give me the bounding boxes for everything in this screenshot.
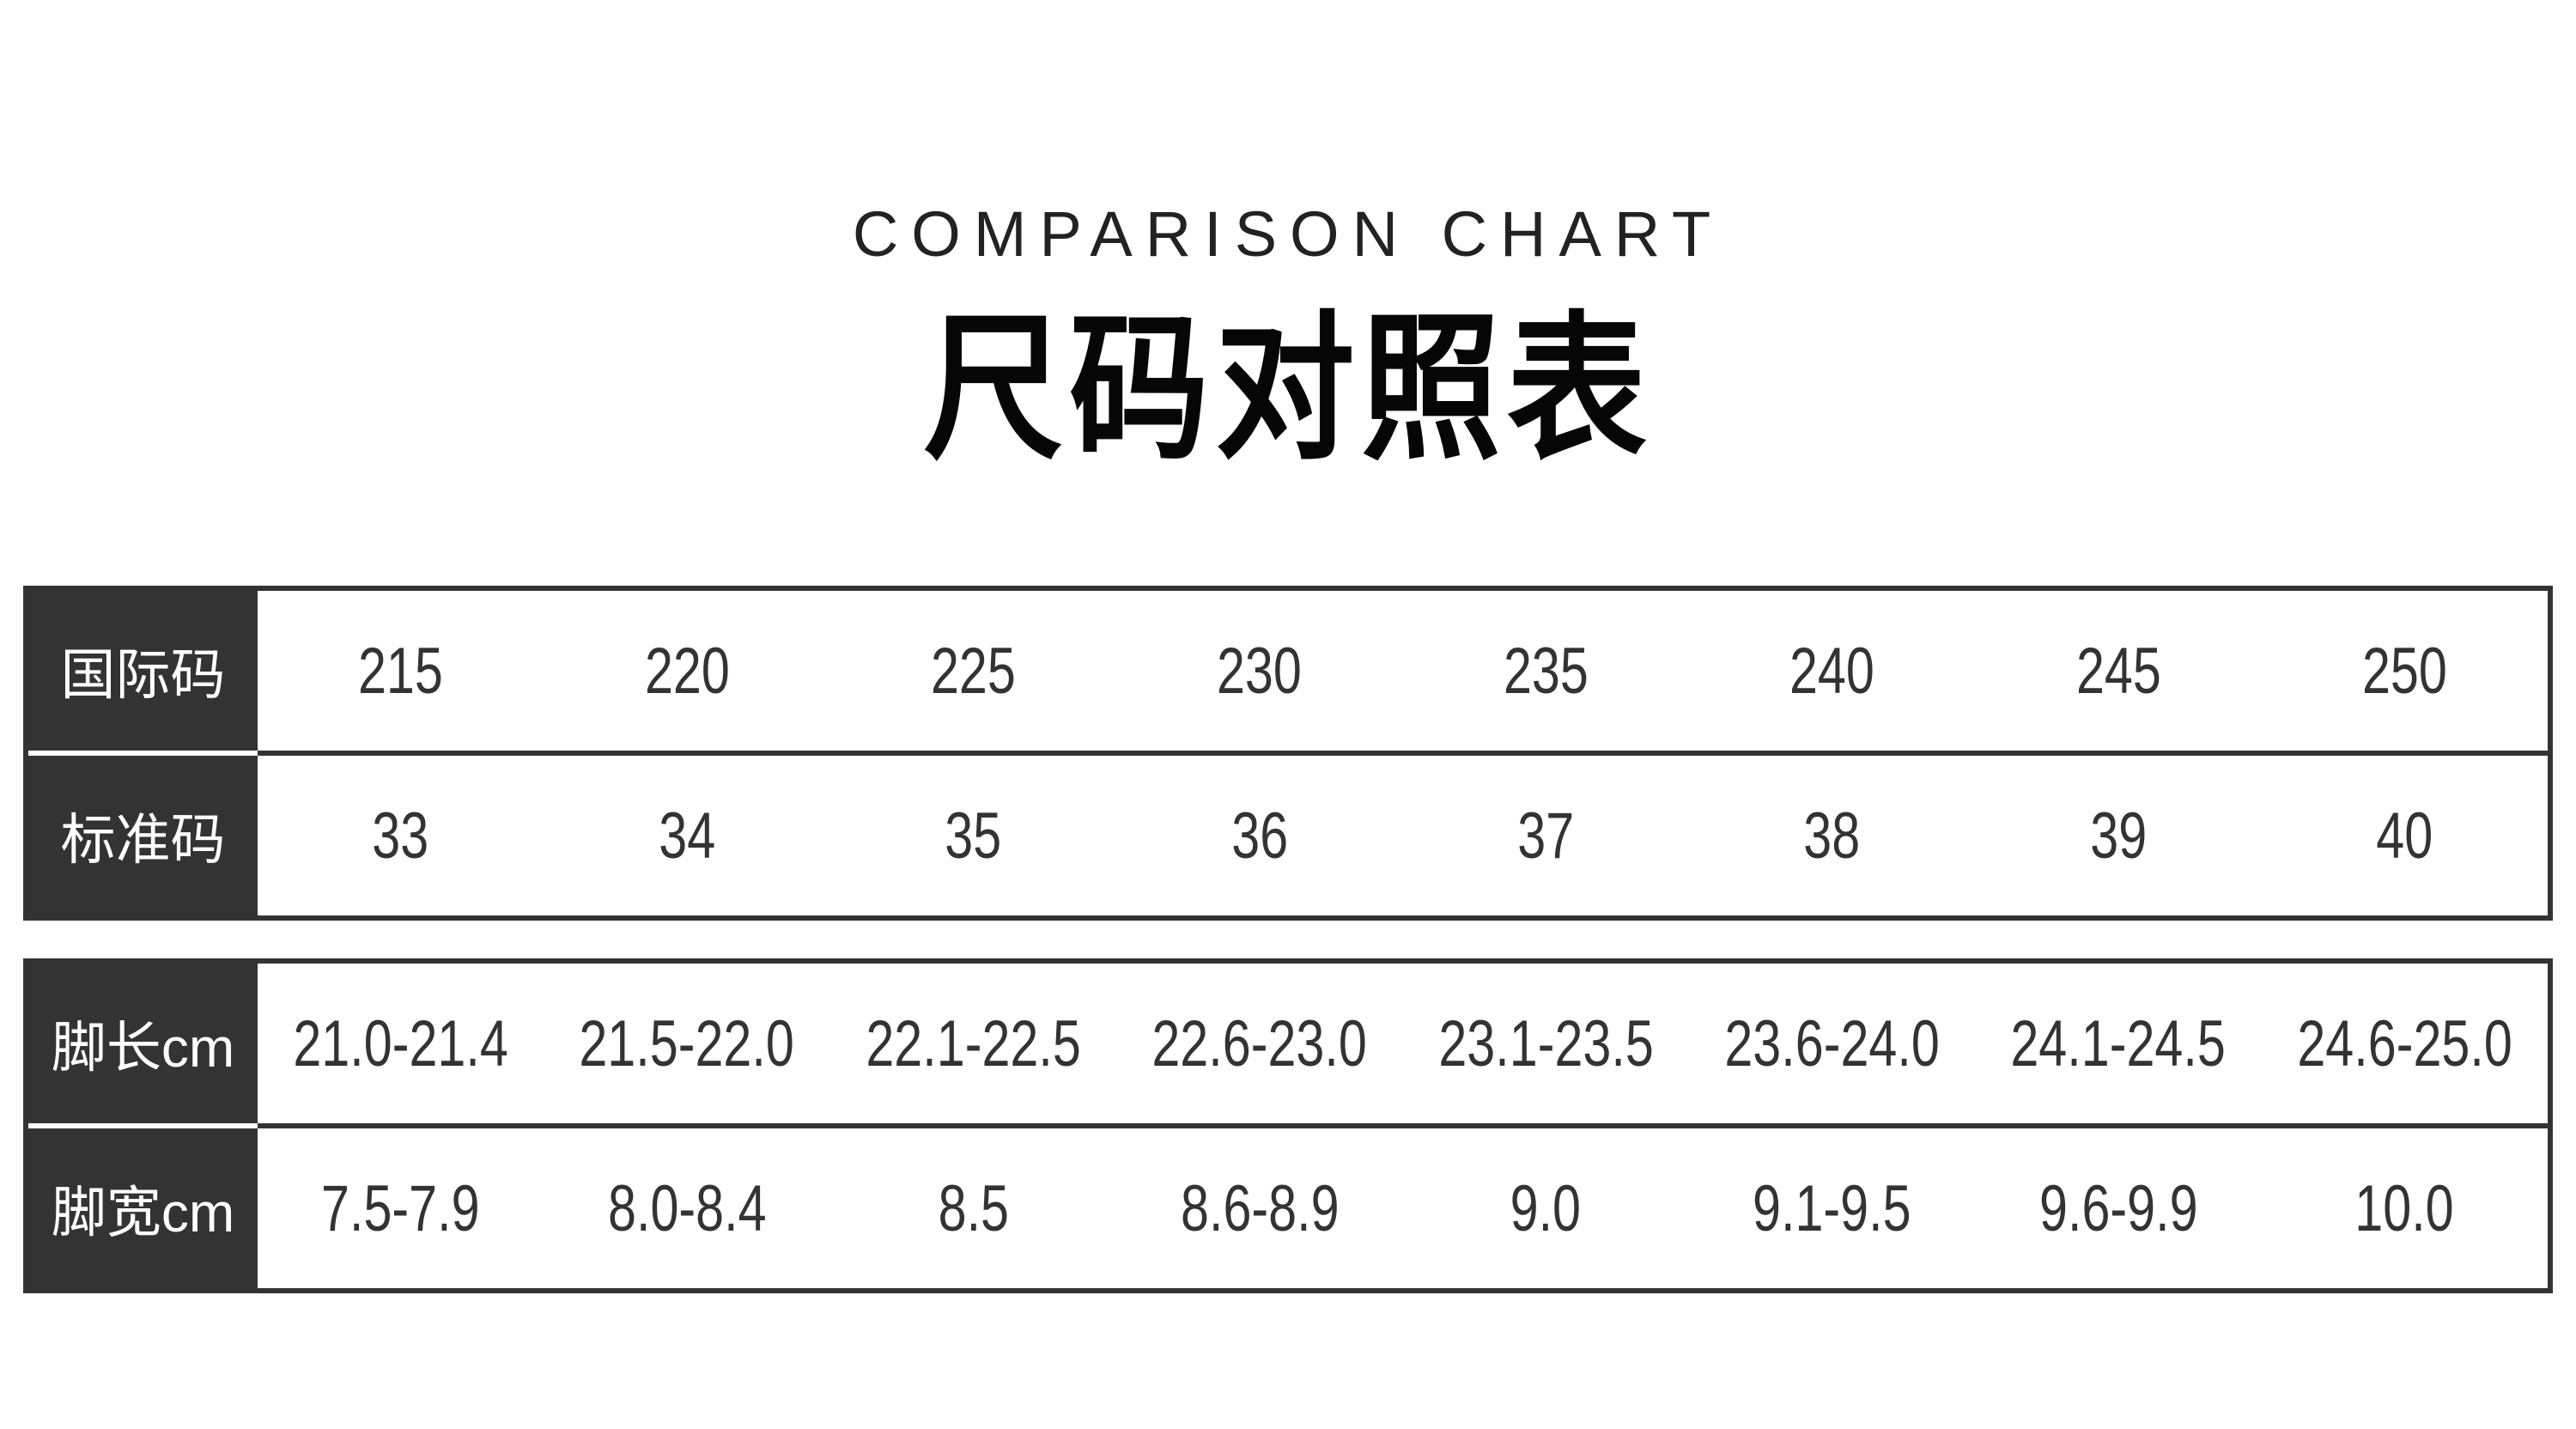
value-cell: 240 <box>1689 591 1975 751</box>
value-cell: 39 <box>1975 756 2261 915</box>
value-text: 38 <box>1803 799 1861 873</box>
value-cell: 235 <box>1403 591 1689 751</box>
value-text: 23.6-24.0 <box>1724 1006 1940 1080</box>
value-text: 9.1-9.5 <box>1753 1171 1911 1245</box>
value-text: 215 <box>358 634 444 708</box>
value-text: 34 <box>659 799 716 873</box>
table-row-foot-length-cm: 脚长cm 21.0-21.4 21.5-22.0 22.1-22.5 22.6-23.0… <box>28 964 2548 1123</box>
separator-line <box>258 751 2548 756</box>
value-cell: 8.0-8.4 <box>544 1128 829 1288</box>
table-row-standard-code: 标准码 33 34 35 36 37 38 39 40 <box>28 756 2548 915</box>
value-cell: 10.0 <box>2262 1128 2548 1288</box>
value-cell: 9.6-9.9 <box>1975 1128 2261 1288</box>
value-text: 225 <box>930 634 1016 708</box>
value-cell: 34 <box>544 756 829 915</box>
value-cell: 21.0-21.4 <box>258 964 544 1123</box>
row-header-foot-width-cm: 脚宽cm <box>28 1128 258 1288</box>
value-cell: 40 <box>2262 756 2548 915</box>
value-text: 40 <box>2376 799 2433 873</box>
value-cell: 230 <box>1116 591 1402 751</box>
value-cell: 245 <box>1975 591 2261 751</box>
value-cell: 7.5-7.9 <box>258 1128 544 1288</box>
table-size-codes: 国际码 215 220 225 230 235 240 245 250 标准码 33 34 35 36 37… <box>23 586 2553 921</box>
row-separator <box>28 751 2548 756</box>
value-text: 39 <box>2089 799 2147 873</box>
separator-line <box>258 1123 2548 1128</box>
value-text: 8.6-8.9 <box>1180 1171 1340 1245</box>
value-cell: 250 <box>2262 591 2548 751</box>
value-cell: 8.5 <box>830 1128 1116 1288</box>
value-text: 8.0-8.4 <box>607 1171 767 1245</box>
value-text: 250 <box>2361 634 2447 708</box>
value-text: 23.1-23.5 <box>1437 1006 1654 1080</box>
value-cell: 36 <box>1116 756 1402 915</box>
value-text: 220 <box>644 634 730 708</box>
value-cell: 225 <box>830 591 1116 751</box>
value-text: 21.0-21.4 <box>293 1006 508 1080</box>
value-text: 7.5-7.9 <box>321 1171 480 1245</box>
value-text: 9.0 <box>1510 1171 1582 1245</box>
row-header-standard-code: 标准码 <box>28 756 258 915</box>
value-cell: 21.5-22.0 <box>544 964 829 1123</box>
row-values: 215 220 225 230 235 240 245 250 <box>258 591 2548 751</box>
value-text: 8.5 <box>938 1171 1009 1245</box>
value-text: 24.6-25.0 <box>2297 1006 2512 1080</box>
table-row-foot-width-cm: 脚宽cm 7.5-7.9 8.0-8.4 8.5 8.6-8.9 9.0 9.1-9.5 9.… <box>28 1128 2548 1288</box>
value-cell: 220 <box>544 591 829 751</box>
value-cell: 38 <box>1689 756 1975 915</box>
row-header-international-code: 国际码 <box>28 591 258 751</box>
value-cell: 22.6-23.0 <box>1116 964 1402 1123</box>
value-cell: 8.6-8.9 <box>1116 1128 1402 1288</box>
value-cell: 9.1-9.5 <box>1689 1128 1975 1288</box>
row-values: 33 34 35 36 37 38 39 40 <box>258 756 2548 915</box>
value-text: 9.6-9.9 <box>2038 1171 2198 1245</box>
separator-label-gap <box>28 751 258 756</box>
value-cell: 22.1-22.5 <box>830 964 1116 1123</box>
table-row-international-code: 国际码 215 220 225 230 235 240 245 250 <box>28 591 2548 751</box>
value-text: 33 <box>372 799 429 873</box>
value-text: 235 <box>1503 634 1589 708</box>
value-cell: 23.6-24.0 <box>1689 964 1975 1123</box>
row-separator <box>28 1123 2548 1128</box>
value-text: 22.1-22.5 <box>866 1006 1081 1080</box>
page-title-chinese: 尺码对照表 <box>923 301 1653 478</box>
page-title-english: COMPARISON CHART <box>852 198 1724 270</box>
value-text: 22.6-23.0 <box>1151 1006 1368 1080</box>
value-text: 37 <box>1517 799 1575 873</box>
separator-label-gap <box>28 1123 258 1128</box>
value-cell: 9.0 <box>1403 1128 1689 1288</box>
value-text: 21.5-22.0 <box>579 1006 795 1080</box>
value-cell: 33 <box>258 756 544 915</box>
value-cell: 24.1-24.5 <box>1975 964 2261 1123</box>
value-text: 240 <box>1789 634 1875 708</box>
value-cell: 35 <box>830 756 1116 915</box>
table-foot-measurements: 脚长cm 21.0-21.4 21.5-22.0 22.1-22.5 22.6-23.0… <box>23 958 2553 1293</box>
value-text: 10.0 <box>2354 1171 2454 1245</box>
value-text: 24.1-24.5 <box>2010 1006 2227 1080</box>
row-values: 21.0-21.4 21.5-22.0 22.1-22.5 22.6-23.0 23.1… <box>258 964 2548 1123</box>
value-cell: 215 <box>258 591 544 751</box>
value-text: 230 <box>1217 634 1303 708</box>
value-text: 36 <box>1230 799 1288 873</box>
value-text: 35 <box>945 799 1002 873</box>
row-header-foot-length-cm: 脚长cm <box>28 964 258 1123</box>
value-cell: 37 <box>1403 756 1689 915</box>
value-cell: 24.6-25.0 <box>2262 964 2548 1123</box>
row-values: 7.5-7.9 8.0-8.4 8.5 8.6-8.9 9.0 9.1-9.5 9.6-9.… <box>258 1128 2548 1288</box>
value-cell: 23.1-23.5 <box>1403 964 1689 1123</box>
value-text: 245 <box>2075 634 2161 708</box>
